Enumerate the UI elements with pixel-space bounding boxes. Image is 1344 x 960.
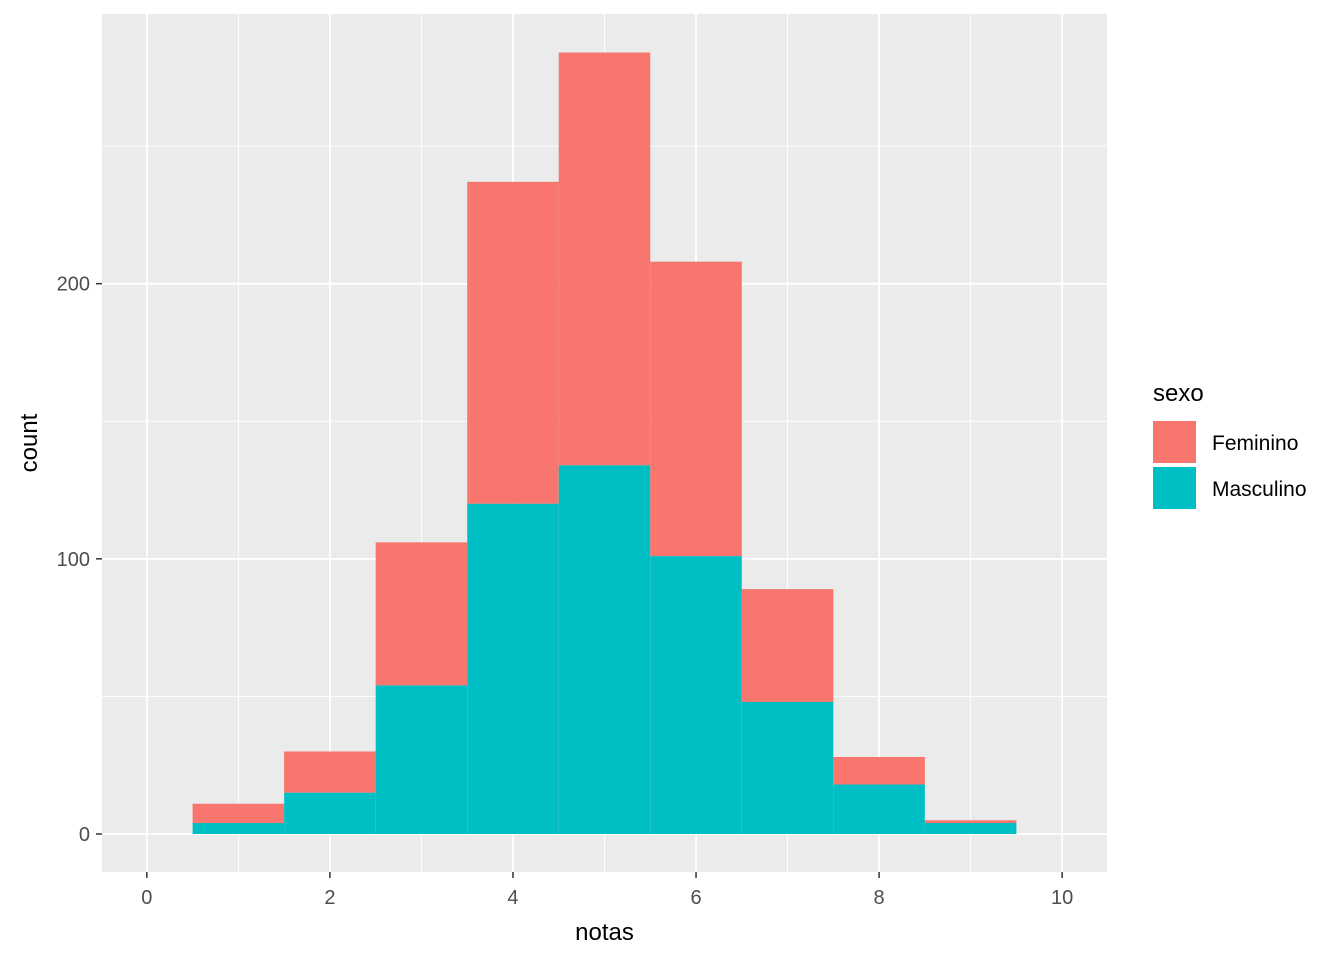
legend-title: sexo [1153, 380, 1204, 407]
y-tick-label: 200 [57, 274, 90, 296]
bar-feminino [741, 589, 834, 702]
bar-masculino [284, 792, 376, 835]
bar-masculino [558, 465, 651, 835]
x-tick-label: 0 [141, 887, 152, 909]
x-tick-label: 6 [690, 887, 701, 909]
x-tick-label: 10 [1051, 887, 1073, 909]
bar-feminino [375, 542, 468, 686]
bar-masculino [467, 503, 559, 835]
y-tick-label: 0 [79, 824, 90, 846]
legend-label: Masculino [1212, 478, 1307, 501]
y-axis-title: count [16, 413, 43, 472]
bar-feminino [924, 820, 1017, 824]
bar-masculino [192, 823, 285, 835]
bar-feminino [833, 756, 925, 785]
bar-feminino [650, 261, 742, 557]
bar-masculino [650, 556, 742, 835]
y-tick-label: 100 [57, 549, 90, 571]
bar-feminino [284, 751, 376, 793]
bar-masculino [375, 685, 468, 835]
x-axis-title: notas [575, 919, 634, 946]
x-tick-label: 2 [324, 887, 335, 909]
x-tick-label: 8 [874, 887, 885, 909]
bar-feminino [192, 803, 285, 824]
legend-key-feminino [1153, 421, 1196, 463]
bar-feminino [558, 52, 651, 466]
legend-key-masculino [1153, 467, 1196, 509]
bar-masculino [833, 784, 925, 835]
legend-label: Feminino [1212, 432, 1298, 455]
bar-masculino [924, 823, 1017, 835]
bar-masculino [741, 701, 834, 835]
bar-feminino [467, 181, 559, 504]
x-tick-label: 4 [507, 887, 518, 909]
